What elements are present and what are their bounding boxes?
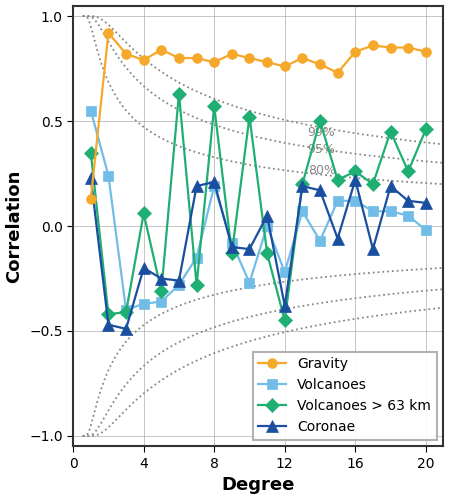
Coronae: [264, 212, 270, 218]
X-axis label: Degree: Degree: [222, 476, 295, 494]
Coronae: [352, 177, 358, 183]
Coronae: [423, 200, 428, 206]
Gravity: [282, 64, 287, 70]
Gravity: [370, 42, 376, 48]
Volcanoes > 63 km: [370, 181, 376, 187]
Volcanoes > 63 km: [158, 288, 164, 294]
Volcanoes > 63 km: [194, 282, 199, 288]
Volcanoes > 63 km: [247, 114, 252, 120]
Line: Gravity: Gravity: [86, 28, 431, 204]
Coronae: [211, 179, 217, 185]
Coronae: [106, 322, 111, 328]
Coronae: [176, 278, 182, 283]
Volcanoes > 63 km: [299, 181, 305, 187]
Text: 95%: 95%: [308, 143, 335, 156]
Volcanoes: [370, 208, 376, 214]
Volcanoes > 63 km: [388, 128, 393, 134]
Volcanoes: [264, 223, 270, 229]
Gravity: [423, 48, 428, 54]
Line: Coronae: Coronae: [85, 172, 431, 334]
Line: Volcanoes > 63 km: Volcanoes > 63 km: [86, 89, 431, 326]
Coronae: [123, 326, 129, 332]
Coronae: [299, 183, 305, 189]
Volcanoes: [423, 227, 428, 233]
Coronae: [88, 174, 93, 180]
Volcanoes: [176, 282, 182, 288]
Gravity: [141, 57, 146, 63]
Volcanoes > 63 km: [282, 318, 287, 324]
Coronae: [317, 188, 323, 194]
Gravity: [123, 51, 129, 57]
Volcanoes > 63 km: [264, 250, 270, 256]
Coronae: [405, 198, 411, 204]
Volcanoes > 63 km: [405, 168, 411, 174]
Volcanoes: [158, 298, 164, 304]
Coronae: [194, 183, 199, 189]
Volcanoes > 63 km: [352, 168, 358, 174]
Volcanoes: [247, 280, 252, 285]
Volcanoes > 63 km: [211, 104, 217, 110]
Volcanoes: [335, 198, 340, 204]
Gravity: [211, 59, 217, 65]
Coronae: [247, 246, 252, 252]
Text: 80%: 80%: [308, 164, 336, 177]
Volcanoes: [211, 183, 217, 189]
Y-axis label: Correlation: Correlation: [5, 170, 23, 282]
Coronae: [388, 183, 393, 189]
Volcanoes: [123, 307, 129, 313]
Volcanoes: [141, 300, 146, 306]
Volcanoes > 63 km: [317, 118, 323, 124]
Volcanoes > 63 km: [106, 311, 111, 317]
Line: Volcanoes: Volcanoes: [86, 106, 431, 315]
Gravity: [405, 44, 411, 51]
Volcanoes > 63 km: [88, 150, 93, 156]
Volcanoes: [194, 254, 199, 260]
Gravity: [194, 55, 199, 61]
Volcanoes: [352, 198, 358, 204]
Volcanoes: [106, 172, 111, 178]
Text: 99%: 99%: [308, 126, 335, 139]
Coronae: [335, 236, 340, 242]
Gravity: [247, 55, 252, 61]
Gravity: [299, 55, 305, 61]
Gravity: [106, 30, 111, 36]
Gravity: [352, 48, 358, 54]
Gravity: [158, 46, 164, 52]
Volcanoes: [229, 240, 234, 246]
Gravity: [317, 62, 323, 68]
Volcanoes > 63 km: [141, 210, 146, 216]
Volcanoes > 63 km: [423, 126, 428, 132]
Gravity: [388, 44, 393, 51]
Gravity: [88, 196, 93, 202]
Volcanoes > 63 km: [176, 90, 182, 96]
Volcanoes: [88, 108, 93, 114]
Volcanoes: [388, 208, 393, 214]
Gravity: [229, 51, 234, 57]
Volcanoes: [317, 238, 323, 244]
Volcanoes > 63 km: [229, 250, 234, 256]
Legend: Gravity, Volcanoes, Volcanoes > 63 km, Coronae: Gravity, Volcanoes, Volcanoes > 63 km, C…: [253, 352, 436, 440]
Coronae: [370, 246, 376, 252]
Volcanoes > 63 km: [335, 177, 340, 183]
Coronae: [141, 265, 146, 271]
Gravity: [335, 70, 340, 75]
Volcanoes: [299, 208, 305, 214]
Coronae: [158, 276, 164, 281]
Gravity: [264, 59, 270, 65]
Coronae: [229, 244, 234, 250]
Coronae: [282, 303, 287, 309]
Gravity: [176, 55, 182, 61]
Volcanoes: [282, 269, 287, 275]
Volcanoes: [405, 212, 411, 218]
Volcanoes > 63 km: [123, 309, 129, 315]
